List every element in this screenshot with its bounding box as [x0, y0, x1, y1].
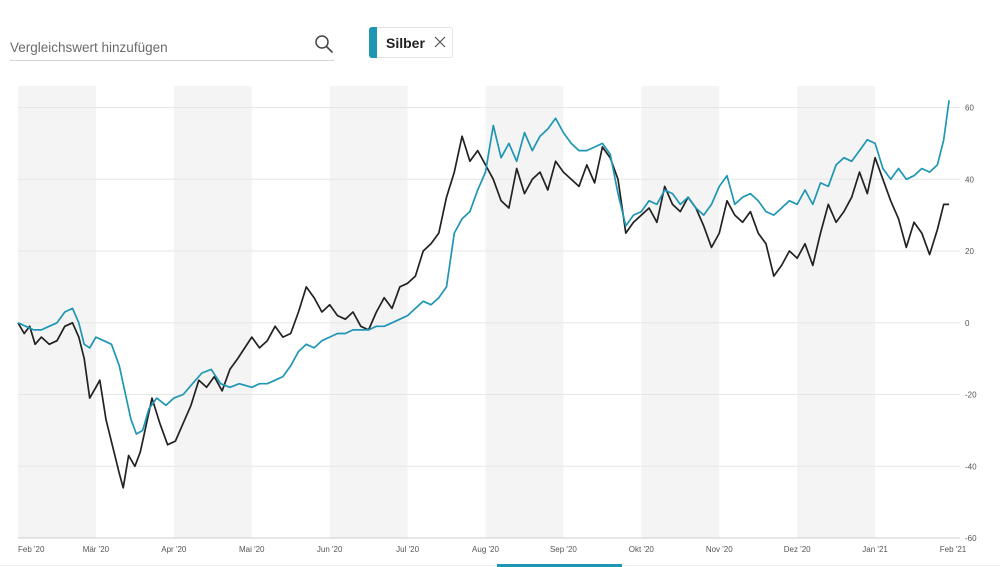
month-bands: [18, 86, 876, 538]
series-color-marker: [369, 27, 377, 58]
scroll-indicator[interactable]: [497, 564, 622, 567]
series-line-main: [17, 135, 950, 489]
x-tick-label: Nov '20: [706, 545, 733, 554]
month-band: [173, 86, 252, 538]
search-input[interactable]: [10, 36, 300, 58]
x-tick-label: Jan '21: [862, 545, 888, 554]
performance-chart[interactable]: 60 40 20 0 -20 -40 -60 Feb '20 Mär '20 Apr '20 Ma…: [0, 80, 1000, 567]
x-tick-label: Mär '20: [83, 545, 110, 554]
x-tick-label: Sep '20: [550, 545, 577, 554]
x-tick-label: Jul '20: [396, 545, 419, 554]
y-tick-label: 60: [965, 104, 974, 113]
compare-chip-silber: Silber: [369, 27, 453, 58]
month-band: [329, 86, 408, 538]
close-icon[interactable]: [433, 35, 447, 49]
x-tick-label: Okt '20: [629, 545, 655, 554]
y-tick-label: 20: [965, 247, 974, 256]
y-axis: 60 40 20 0 -20 -40 -60: [965, 104, 977, 543]
x-tick-label: Feb '21: [940, 545, 967, 554]
y-tick-label: -40: [965, 462, 977, 471]
month-band: [485, 86, 564, 538]
series-lines: [17, 100, 950, 489]
y-tick-label: -60: [965, 534, 977, 543]
x-tick-label: Dez '20: [784, 545, 811, 554]
x-tick-label: Apr '20: [161, 545, 187, 554]
chip-label: Silber: [386, 35, 425, 51]
y-tick-label: 40: [965, 175, 974, 184]
y-tick-label: -20: [965, 391, 977, 400]
x-tick-label: Mai '20: [239, 545, 265, 554]
month-band: [797, 86, 876, 538]
month-band: [641, 86, 720, 538]
x-axis-labels: Feb '20 Mär '20 Apr '20 Mai '20 Jun '20 Jul '…: [18, 545, 967, 554]
series-line-silber: [17, 100, 950, 435]
y-tick-label: 0: [965, 319, 970, 328]
x-tick-label: Aug '20: [472, 545, 499, 554]
x-tick-label: Jun '20: [317, 545, 343, 554]
x-tick-label: Feb '20: [18, 545, 45, 554]
month-band: [18, 86, 96, 538]
search-icon[interactable]: [314, 34, 334, 54]
compare-search[interactable]: [10, 30, 334, 61]
